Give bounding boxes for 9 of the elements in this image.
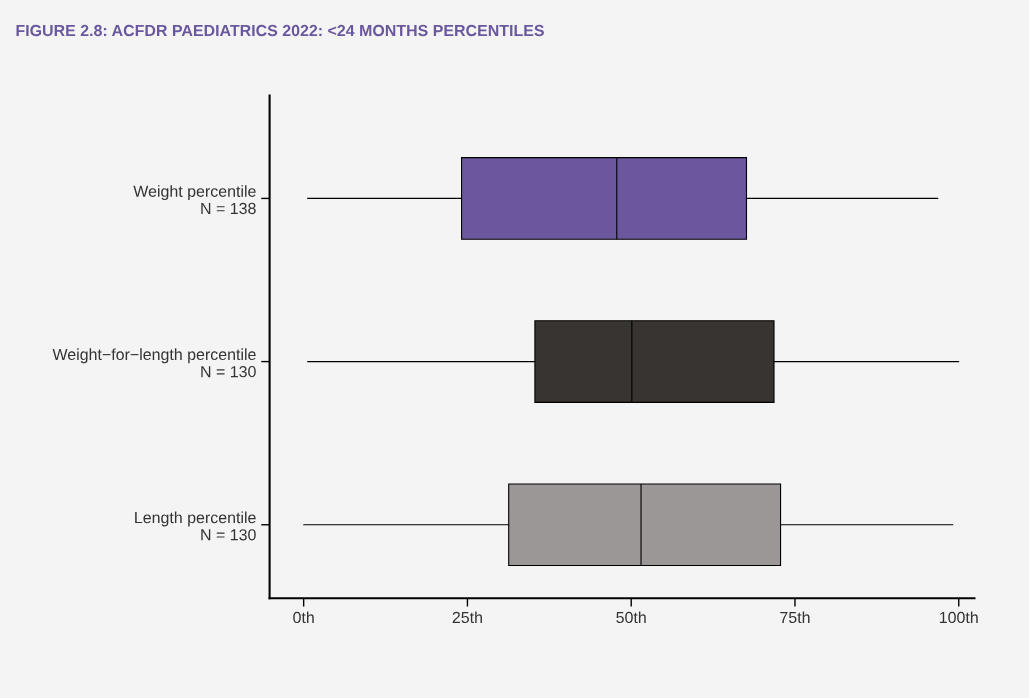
x-tick-label: 75th [780, 611, 810, 624]
x-tick-label: 25th [452, 611, 482, 624]
y-tick-label: Length percentile N = 130 [135, 511, 256, 541]
y-tick-label: Weight percentile N = 138 [133, 185, 256, 215]
x-tick-label: 0th [293, 611, 314, 624]
x-tick-label: 50th [616, 611, 646, 624]
x-tick-label: 100th [939, 611, 978, 624]
y-tick-label: Weight−for−length percentile N = 130 [52, 348, 256, 378]
chart-title: FIGURE 2.8: ACFDR PAEDIATRICS 2022: <24 MONTHS PERCENTILES [16, 24, 544, 37]
